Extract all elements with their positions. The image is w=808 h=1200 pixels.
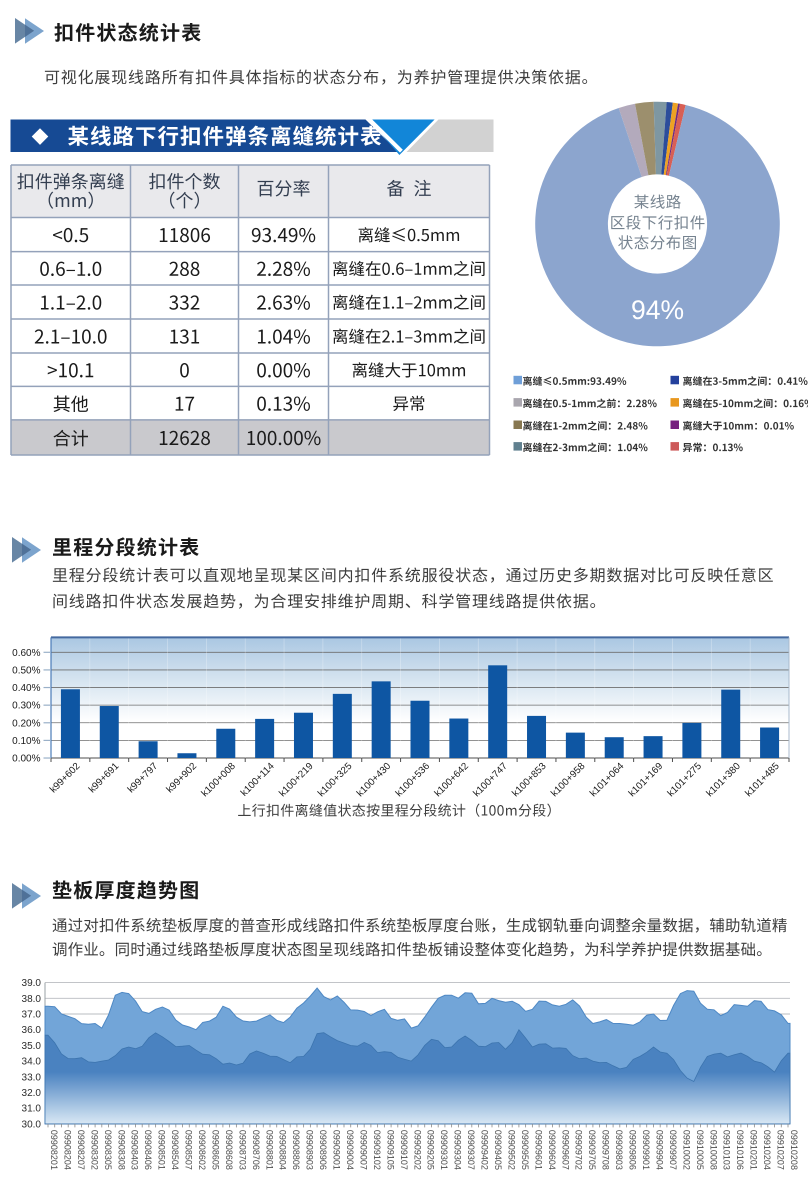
svg-text:0.60%: 0.60% — [12, 648, 40, 659]
svg-text:k100+958: k100+958 — [549, 760, 588, 799]
svg-text:38.0: 38.0 — [22, 994, 42, 1005]
svg-text:09908608: 09908608 — [224, 1130, 234, 1170]
svg-text:09908602: 09908602 — [197, 1130, 207, 1170]
svg-text:k101+064: k101+064 — [588, 760, 627, 799]
svg-text:09909901: 09909901 — [641, 1130, 651, 1170]
svg-text:39.0: 39.0 — [22, 978, 42, 989]
svg-text:09908703: 09908703 — [237, 1130, 247, 1170]
svg-text:09908201: 09908201 — [49, 1130, 59, 1170]
svg-text:09908801: 09908801 — [264, 1130, 274, 1170]
svg-text:0.20%: 0.20% — [12, 718, 40, 729]
svg-text:k100+008: k100+008 — [200, 760, 239, 799]
svg-text:k99+691: k99+691 — [87, 761, 122, 796]
svg-text:09910002: 09910002 — [681, 1130, 691, 1170]
svg-text:0.00%: 0.00% — [12, 754, 40, 765]
svg-text:09908207: 09908207 — [76, 1130, 86, 1170]
svg-text:94%: 94% — [631, 295, 684, 325]
svg-text:09908302: 09908302 — [89, 1130, 99, 1170]
svg-text:09908406: 09908406 — [143, 1130, 153, 1170]
svg-text:k100+536: k100+536 — [394, 760, 433, 799]
svg-text:09909102: 09909102 — [372, 1130, 382, 1170]
svg-text:09908507: 09908507 — [184, 1130, 194, 1170]
svg-text:09909205: 09909205 — [426, 1130, 436, 1170]
svg-text:09910005: 09910005 — [695, 1130, 705, 1170]
svg-text:k100+114: k100+114 — [239, 760, 277, 798]
svg-text:09909601: 09909601 — [533, 1130, 543, 1170]
svg-text:k100+853: k100+853 — [510, 760, 549, 799]
svg-text:30.0: 30.0 — [22, 1119, 42, 1130]
svg-text:0.40%: 0.40% — [12, 683, 40, 694]
svg-text:09909904: 09909904 — [654, 1130, 664, 1170]
svg-text:09909803: 09909803 — [614, 1130, 624, 1170]
svg-text:09910106: 09910106 — [735, 1130, 745, 1170]
svg-text:09910201: 09910201 — [749, 1130, 759, 1170]
svg-text:0.10%: 0.10% — [12, 736, 40, 747]
svg-text:09909505: 09909505 — [520, 1130, 530, 1170]
svg-text:09909405: 09909405 — [493, 1130, 503, 1170]
svg-text:09909301: 09909301 — [439, 1130, 449, 1170]
svg-text:09908305: 09908305 — [103, 1130, 113, 1170]
svg-text:k99+797: k99+797 — [126, 761, 161, 796]
svg-text:k101+485: k101+485 — [743, 760, 782, 799]
svg-text:k100+642: k100+642 — [433, 761, 471, 799]
svg-text:09909907: 09909907 — [668, 1130, 678, 1170]
svg-text:09909307: 09909307 — [466, 1130, 476, 1170]
svg-text:k100+747: k100+747 — [471, 761, 509, 799]
svg-text:09908906: 09908906 — [318, 1130, 328, 1170]
svg-text:33.0: 33.0 — [22, 1072, 42, 1083]
svg-text:09910207: 09910207 — [776, 1130, 786, 1170]
svg-text:09908501: 09908501 — [157, 1130, 167, 1170]
svg-text:0.30%: 0.30% — [12, 701, 40, 712]
svg-text:09910008: 09910008 — [708, 1130, 718, 1170]
svg-text:31.0: 31.0 — [22, 1104, 42, 1115]
svg-text:k101+275: k101+275 — [666, 760, 705, 799]
svg-text:k99+602: k99+602 — [48, 761, 83, 796]
svg-text:09909607: 09909607 — [560, 1130, 570, 1170]
svg-text:35.0: 35.0 — [22, 1041, 42, 1052]
svg-text:32.0: 32.0 — [22, 1088, 42, 1099]
svg-text:09909004: 09909004 — [345, 1130, 355, 1170]
svg-text:09908903: 09908903 — [305, 1130, 315, 1170]
svg-text:k100+219: k100+219 — [277, 761, 315, 799]
svg-text:09908403: 09908403 — [130, 1130, 140, 1170]
svg-text:09909806: 09909806 — [628, 1130, 638, 1170]
svg-text:09908605: 09908605 — [210, 1130, 220, 1170]
svg-text:09908504: 09908504 — [170, 1130, 180, 1170]
svg-text:09908308: 09908308 — [116, 1130, 126, 1170]
svg-text:09909402: 09909402 — [480, 1130, 490, 1170]
svg-text:09910204: 09910204 — [762, 1130, 772, 1170]
svg-text:09909001: 09909001 — [332, 1130, 342, 1170]
svg-text:09908806: 09908806 — [291, 1130, 301, 1170]
svg-text:09909708: 09909708 — [601, 1130, 611, 1170]
svg-text:09910208: 09910208 — [789, 1130, 799, 1170]
svg-text:09909107: 09909107 — [399, 1130, 409, 1170]
svg-text:0.50%: 0.50% — [12, 665, 40, 676]
svg-text:09909705: 09909705 — [587, 1130, 597, 1170]
svg-text:37.0: 37.0 — [22, 1010, 42, 1021]
svg-text:k101+169: k101+169 — [627, 761, 665, 799]
svg-text:k99+902: k99+902 — [165, 761, 200, 796]
svg-text:34.0: 34.0 — [22, 1057, 42, 1068]
svg-text:09909007: 09909007 — [358, 1130, 368, 1170]
svg-text:k100+325: k100+325 — [316, 760, 355, 799]
svg-text:09909304: 09909304 — [453, 1130, 463, 1170]
svg-text:09908804: 09908804 — [278, 1130, 288, 1170]
svg-text:09909604: 09909604 — [547, 1130, 557, 1170]
svg-text:09909105: 09909105 — [385, 1130, 395, 1170]
svg-text:09909502: 09909502 — [506, 1130, 516, 1170]
svg-text:k101+380: k101+380 — [704, 760, 743, 799]
svg-text:09908204: 09908204 — [62, 1130, 72, 1170]
svg-text:k100+430: k100+430 — [355, 760, 394, 799]
svg-text:09909202: 09909202 — [412, 1130, 422, 1170]
svg-text:36.0: 36.0 — [22, 1025, 42, 1036]
svg-text:09909702: 09909702 — [574, 1130, 584, 1170]
svg-text:09908706: 09908706 — [251, 1130, 261, 1170]
svg-text:09910103: 09910103 — [722, 1130, 732, 1170]
